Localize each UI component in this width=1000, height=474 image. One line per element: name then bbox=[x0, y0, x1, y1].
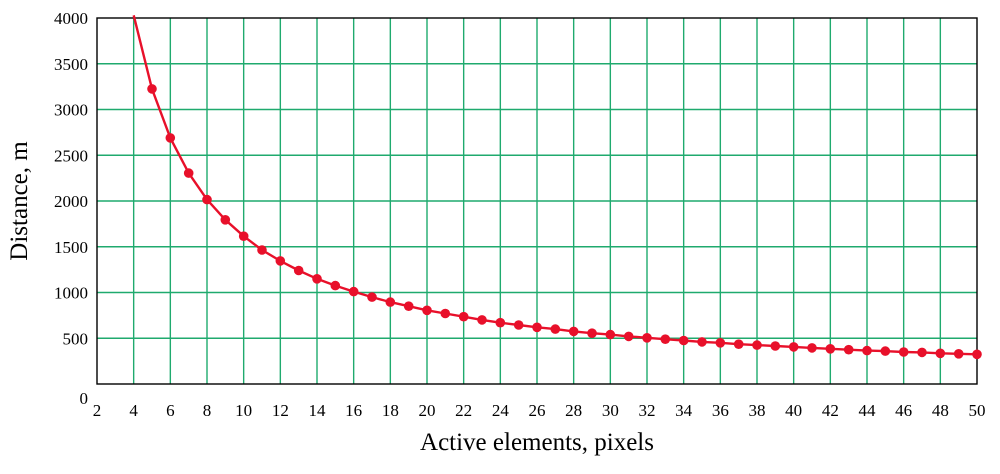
data-point bbox=[275, 256, 286, 266]
data-point bbox=[422, 305, 432, 316]
data-point bbox=[312, 274, 322, 284]
data-point bbox=[183, 168, 194, 178]
data-point bbox=[367, 292, 377, 302]
x-tick-label: 50 bbox=[969, 401, 986, 420]
x-tick-label: 36 bbox=[712, 401, 729, 420]
data-point bbox=[807, 343, 817, 353]
data-point bbox=[715, 338, 726, 348]
data-point bbox=[623, 331, 634, 342]
data-point bbox=[513, 320, 524, 330]
x-tick-label: 4 bbox=[129, 401, 138, 420]
y-tick-label: 2500 bbox=[54, 146, 88, 165]
x-tick-label: 6 bbox=[166, 401, 175, 420]
data-point bbox=[917, 347, 927, 358]
data-point bbox=[862, 345, 872, 356]
data-point bbox=[202, 194, 212, 205]
x-tick-label: 28 bbox=[565, 401, 582, 420]
x-tick-label: 32 bbox=[639, 401, 656, 420]
x-tick-label: 2 bbox=[93, 401, 102, 420]
x-tick-label: 8 bbox=[203, 401, 212, 420]
data-point bbox=[550, 324, 561, 334]
y-tick-label: 2000 bbox=[54, 192, 88, 211]
y-tick-label: 1000 bbox=[54, 284, 88, 303]
data-point bbox=[257, 245, 267, 255]
x-tick-label: 44 bbox=[859, 401, 877, 420]
x-axis-ticks: 2 4 6 8 10 12 14 16 18 20 22 24 26 28 30 32 34 36 38 40 42 44… bbox=[93, 401, 986, 420]
x-tick-label: 30 bbox=[602, 401, 619, 420]
y-tick-label: 500 bbox=[63, 329, 89, 348]
y-tick-label: 3500 bbox=[54, 55, 88, 74]
data-point bbox=[642, 333, 652, 343]
data-point bbox=[568, 326, 579, 337]
data-point bbox=[788, 342, 799, 352]
x-tick-label: 22 bbox=[455, 401, 472, 420]
data-point bbox=[843, 344, 854, 355]
data-point bbox=[348, 286, 359, 297]
data-point bbox=[165, 133, 176, 143]
data-point bbox=[733, 339, 744, 350]
x-tick-label: 24 bbox=[492, 401, 510, 420]
data-point bbox=[605, 329, 616, 340]
data-point bbox=[752, 340, 762, 350]
grid bbox=[97, 18, 977, 384]
x-tick-label: 12 bbox=[272, 401, 289, 420]
data-point bbox=[678, 335, 689, 346]
y-tick-label: 1500 bbox=[54, 238, 88, 257]
data-point bbox=[238, 231, 249, 241]
data-point bbox=[770, 341, 781, 351]
y-tick-label: 0 bbox=[80, 389, 89, 408]
y-axis-title: Distance, m bbox=[6, 141, 33, 261]
series-line bbox=[132, 15, 978, 356]
x-tick-label: 48 bbox=[932, 401, 949, 420]
data-point bbox=[660, 334, 671, 345]
x-tick-label: 34 bbox=[675, 401, 693, 420]
x-tick-label: 14 bbox=[309, 401, 327, 420]
data-point bbox=[147, 84, 157, 94]
x-tick-label: 42 bbox=[822, 401, 839, 420]
data-point bbox=[697, 337, 707, 347]
data-point bbox=[477, 315, 487, 325]
data-point bbox=[440, 308, 451, 319]
x-tick-label: 40 bbox=[785, 401, 802, 420]
x-tick-label: 20 bbox=[419, 401, 436, 420]
data-point bbox=[972, 349, 982, 360]
data-point bbox=[953, 349, 964, 359]
data-point bbox=[532, 322, 542, 333]
data-point bbox=[880, 346, 891, 356]
x-tick-label: 38 bbox=[749, 401, 766, 420]
data-point bbox=[330, 280, 341, 291]
data-point bbox=[458, 311, 469, 322]
data-point bbox=[935, 348, 946, 359]
series-layer bbox=[132, 15, 982, 360]
data-point bbox=[825, 344, 836, 354]
x-tick-label: 10 bbox=[235, 401, 252, 420]
data-point bbox=[403, 301, 414, 312]
x-axis-title: Active elements, pixels bbox=[420, 429, 654, 456]
x-tick-label: 26 bbox=[529, 401, 546, 420]
data-point bbox=[220, 215, 231, 225]
y-axis-ticks: 0 500 1000 1500 2000 2500 3000 3500 4000 bbox=[54, 9, 88, 408]
x-tick-label: 16 bbox=[345, 401, 362, 420]
plot-area-frame bbox=[96, 17, 978, 385]
x-tick-label: 46 bbox=[895, 401, 912, 420]
y-tick-label: 4000 bbox=[54, 9, 88, 28]
data-point bbox=[385, 297, 396, 307]
y-tick-label: 3000 bbox=[54, 101, 88, 120]
x-tick-label: 18 bbox=[382, 401, 399, 420]
data-point bbox=[495, 317, 506, 328]
data-point bbox=[587, 328, 597, 339]
data-point bbox=[898, 347, 909, 357]
data-point bbox=[293, 265, 304, 276]
